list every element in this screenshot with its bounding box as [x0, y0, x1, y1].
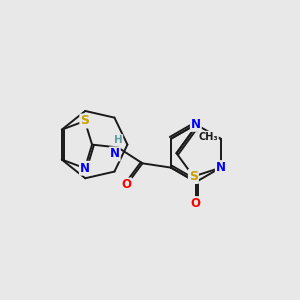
Text: H: H: [114, 135, 122, 145]
Text: N: N: [110, 147, 120, 161]
Text: S: S: [80, 115, 89, 128]
Text: S: S: [189, 170, 198, 183]
Text: CH₃: CH₃: [198, 132, 218, 142]
Text: O: O: [122, 178, 131, 191]
Text: N: N: [216, 161, 226, 174]
Text: N: N: [191, 118, 201, 131]
Text: N: N: [80, 162, 90, 175]
Text: O: O: [191, 197, 201, 210]
